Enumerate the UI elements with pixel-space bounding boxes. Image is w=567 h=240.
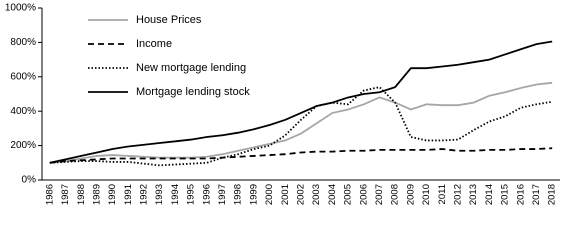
legend-label: Income [136, 38, 172, 50]
x-tick-label: 2008 [390, 184, 401, 205]
x-tick-label: 2014 [484, 184, 495, 205]
x-tick-label: 1991 [123, 184, 134, 205]
x-tick-label: 2012 [452, 184, 463, 205]
x-tick-label: 1997 [217, 184, 228, 205]
x-tick-label: 1996 [201, 184, 212, 205]
x-tick-label: 1995 [186, 184, 197, 205]
y-tick-label: 0% [22, 175, 37, 186]
x-tick-label: 2006 [358, 184, 369, 205]
y-tick-label: 400% [10, 106, 36, 117]
x-tick-label: 2015 [500, 184, 511, 205]
x-tick-label: 1992 [139, 184, 150, 205]
chart: 0% 200% 400% 600% 800% 1000% 1986 1987 1988 1989 1… [5, 3, 560, 205]
x-tick-label: 1986 [44, 184, 55, 205]
x-tick-label: 2000 [264, 184, 275, 205]
y-tick-label: 200% [10, 140, 36, 151]
legend-label: New mortgage lending [136, 62, 246, 74]
x-tick-label: 2016 [515, 184, 526, 205]
x-tick-label: 2018 [547, 184, 558, 205]
x-tick-label: 2009 [405, 184, 416, 205]
x-tick-label: 2005 [343, 184, 354, 205]
series-line [49, 147, 553, 164]
x-tick-label: 2013 [468, 184, 479, 205]
x-tick-label: 1993 [154, 184, 165, 205]
x-tick-label: 1989 [91, 184, 102, 205]
x-tick-label: 2004 [327, 184, 338, 205]
y-tick-label: 1000% [5, 3, 36, 14]
x-tick-label: 2017 [531, 184, 542, 205]
x-tick-label: 2001 [280, 184, 291, 205]
x-tick-label: 1998 [233, 184, 244, 205]
x-tick-label: 1990 [107, 184, 118, 205]
x-tick-label: 2002 [296, 184, 307, 205]
series-line [49, 81, 553, 164]
x-tick-label: 2007 [374, 184, 385, 205]
x-tick-label: 1994 [170, 184, 181, 205]
legend-label: House Prices [136, 14, 202, 26]
x-tick-label: 2010 [421, 184, 432, 205]
x-tick-label: 1988 [76, 184, 87, 205]
series-line [49, 86, 553, 167]
x-tick-label: 2011 [437, 184, 448, 204]
series-line [49, 40, 553, 164]
x-tick-label: 2003 [311, 184, 322, 205]
x-tick-label: 1987 [60, 184, 71, 205]
y-tick-label: 800% [10, 37, 36, 48]
x-tick-label: 1999 [248, 184, 259, 205]
y-tick-label: 600% [10, 71, 36, 82]
legend-label: Mortgage lending stock [136, 86, 250, 98]
